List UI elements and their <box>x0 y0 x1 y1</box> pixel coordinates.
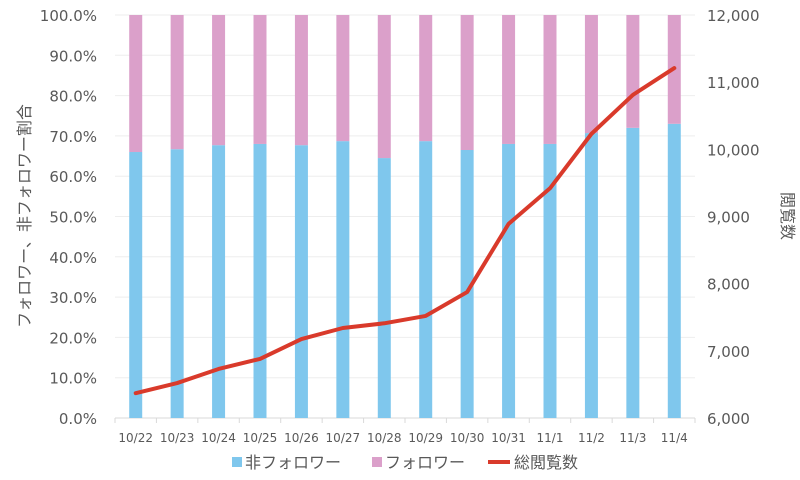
x-tick-label: 10/27 <box>326 431 361 445</box>
y-tick-label: 100.0% <box>40 7 97 25</box>
bar-non-follower <box>336 141 350 419</box>
x-tick-label: 11/2 <box>578 431 605 445</box>
y-tick-label: 40.0% <box>49 249 97 267</box>
legend-label: 総閲覧数 <box>514 453 578 472</box>
legend-label: フォロワー <box>385 453 465 472</box>
x-tick-label: 10/29 <box>408 431 443 445</box>
x-tick-label: 10/25 <box>243 431 278 445</box>
y-tick-label: 90.0% <box>49 47 97 65</box>
bar-follower <box>377 15 391 159</box>
bar-follower <box>294 15 308 146</box>
y-tick-label: 80.0% <box>49 88 97 106</box>
x-tick-label: 11/4 <box>661 431 688 445</box>
bar-non-follower <box>212 145 226 418</box>
y-tick-label: 10.0% <box>49 370 97 388</box>
x-tick-label: 10/22 <box>118 431 153 445</box>
legend-label: 非フォロワー <box>245 453 341 472</box>
bar-non-follower <box>294 145 308 418</box>
y2-tick-label: 8,000 <box>707 276 750 294</box>
y2-tick-label: 7,000 <box>707 343 750 361</box>
y-axis-title: フォロワー、非フォロワー割合 <box>15 104 34 328</box>
y-tick-label: 70.0% <box>49 128 97 146</box>
bar-follower <box>253 15 267 144</box>
y2-axis-title: 閲覧数 <box>778 192 797 240</box>
y-tick-label: 20.0% <box>49 329 97 347</box>
x-tick-label: 10/30 <box>450 431 485 445</box>
bar-non-follower <box>543 143 557 418</box>
legend-swatch-non-follower <box>232 457 242 467</box>
x-tick-label: 11/1 <box>537 431 564 445</box>
bar-follower <box>129 15 143 153</box>
bar-follower <box>419 15 433 142</box>
bar-follower <box>543 15 557 144</box>
y-tick-label: 0.0% <box>59 410 97 428</box>
bar-non-follower <box>626 127 640 418</box>
bar-follower <box>584 15 598 134</box>
bar-follower <box>212 15 226 146</box>
y-tick-label: 30.0% <box>49 289 97 307</box>
x-tick-label: 10/28 <box>367 431 402 445</box>
y2-tick-label: 9,000 <box>707 209 750 227</box>
y-tick-label: 60.0% <box>49 168 97 186</box>
y2-tick-label: 10,000 <box>707 141 760 159</box>
y2-tick-label: 11,000 <box>707 74 760 92</box>
bar-follower <box>460 15 474 151</box>
bar-follower <box>336 15 350 142</box>
x-tick-label: 10/26 <box>284 431 319 445</box>
bar-non-follower <box>129 152 143 418</box>
bar-non-follower <box>377 158 391 418</box>
bar-follower <box>502 15 516 144</box>
y2-tick-label: 6,000 <box>707 410 750 428</box>
y2-tick-label: 12,000 <box>707 7 760 25</box>
y-tick-label: 50.0% <box>49 209 97 227</box>
bar-non-follower <box>667 123 681 418</box>
bar-non-follower <box>460 150 474 418</box>
bar-follower <box>170 15 184 150</box>
bar-non-follower <box>419 141 433 419</box>
x-tick-label: 10/24 <box>201 431 236 445</box>
x-tick-label: 10/23 <box>160 431 195 445</box>
legend-swatch-follower <box>372 457 382 467</box>
bar-follower <box>626 15 640 128</box>
bar-non-follower <box>584 133 598 419</box>
bar-non-follower <box>502 143 516 418</box>
bar-non-follower <box>170 149 184 418</box>
x-tick-label: 10/31 <box>491 431 526 445</box>
bar-non-follower <box>253 143 267 418</box>
line-total-views <box>133 66 677 396</box>
x-tick-label: 11/3 <box>619 431 646 445</box>
